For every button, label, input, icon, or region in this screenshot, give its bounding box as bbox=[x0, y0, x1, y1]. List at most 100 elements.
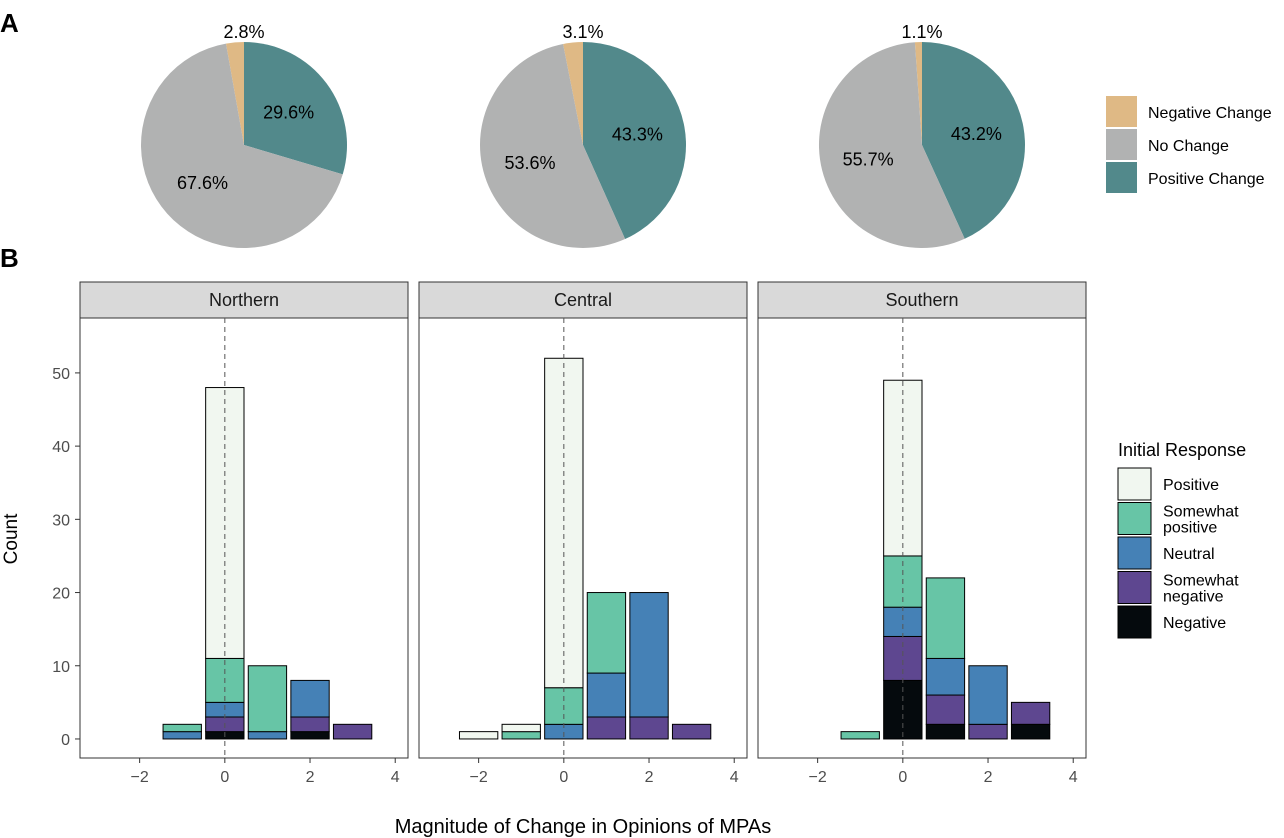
bar-stack bbox=[290, 679, 330, 740]
x-tick-label: 2 bbox=[984, 769, 993, 786]
x-tick-label: −2 bbox=[470, 769, 488, 786]
facet-strip bbox=[79, 281, 409, 319]
pie-legend-swatch bbox=[1106, 96, 1137, 127]
legend-label: Somewhat bbox=[1163, 573, 1239, 590]
pie-legend-label: Positive Change bbox=[1148, 171, 1265, 188]
pie-legend-item-no-change: No Change bbox=[1106, 129, 1229, 160]
bar-neutral bbox=[968, 665, 1008, 725]
pie-label-no-change: 67.6% bbox=[177, 173, 228, 193]
bar-stack bbox=[968, 665, 1008, 740]
y-tick-label: 50 bbox=[52, 366, 70, 383]
legend-swatch bbox=[1117, 536, 1152, 570]
facet-title: Northern bbox=[209, 290, 279, 310]
bar-somewhat-negative bbox=[586, 716, 627, 740]
bar-neutral bbox=[247, 731, 288, 740]
bar-somewhat-negative bbox=[332, 723, 373, 740]
x-tick-label: 4 bbox=[1069, 769, 1078, 786]
legend-title: Initial Response bbox=[1118, 440, 1246, 460]
y-tick-label: 40 bbox=[52, 439, 70, 456]
facet-title: Central bbox=[554, 290, 612, 310]
legend-item-neutral: Neutral bbox=[1117, 536, 1215, 570]
x-axis-title: Magnitude of Change in Opinions of MPAs bbox=[395, 816, 772, 838]
bar-stack bbox=[1010, 701, 1051, 740]
x-tick-label: −2 bbox=[809, 769, 827, 786]
y-tick-label: 10 bbox=[52, 659, 70, 676]
y-tick-label: 20 bbox=[52, 586, 70, 603]
facet-strip bbox=[418, 281, 748, 319]
bar-stack bbox=[629, 592, 669, 740]
legend-item-positive: Positive bbox=[1117, 467, 1219, 501]
bar-stack bbox=[458, 731, 499, 740]
pie-slice-negative-change bbox=[563, 42, 583, 145]
bar-somewhat-negative bbox=[925, 694, 966, 725]
pie-label-positive-change: 43.3% bbox=[612, 124, 663, 144]
pie-slice-negative-change bbox=[914, 42, 922, 145]
bar-stack bbox=[840, 731, 880, 740]
pie-legend-swatch bbox=[1106, 129, 1137, 160]
y-axis-title: Count bbox=[1, 513, 22, 564]
x-tick-label: 4 bbox=[391, 769, 400, 786]
pie-charts: 2.8% 29.6% 67.6% 3.1% 43.3% 53.6% 1.1% 43.2% 55.… bbox=[141, 22, 1025, 249]
pie-slice-no-change bbox=[480, 43, 626, 249]
bar-somewhat-positive bbox=[840, 731, 880, 740]
bar-positive bbox=[544, 357, 584, 689]
pie-slice-positive-change bbox=[244, 42, 348, 175]
x-tick-label: 0 bbox=[898, 769, 907, 786]
pie-label-no-change: 53.6% bbox=[504, 153, 555, 173]
pie-legend-label: No Change bbox=[1148, 138, 1229, 155]
pie-label-negative-change: 1.1% bbox=[901, 22, 942, 42]
bar-stack bbox=[544, 357, 584, 740]
x-tick-label: 4 bbox=[730, 769, 739, 786]
legend-label: positive bbox=[1163, 520, 1217, 537]
bar-neutral bbox=[290, 679, 330, 718]
pie-label-negative-change: 3.1% bbox=[562, 22, 603, 42]
bar-stack bbox=[586, 592, 627, 740]
legend-label: Positive bbox=[1163, 477, 1219, 494]
bar-neutral bbox=[586, 672, 627, 718]
pie-label-no-change: 55.7% bbox=[843, 150, 894, 170]
x-tick-label: 0 bbox=[559, 769, 568, 786]
bar-somewhat-positive bbox=[586, 592, 627, 674]
bar-stack bbox=[247, 665, 288, 740]
facet-central: Central −2 0 2 4 bbox=[418, 281, 748, 786]
legend-label: Negative bbox=[1163, 615, 1226, 632]
facet-strip bbox=[757, 281, 1087, 319]
pie-slice-positive-change bbox=[583, 41, 687, 240]
pie-legend: Negative Change No Change Positive Change bbox=[1106, 96, 1272, 193]
bar-stack bbox=[501, 723, 541, 740]
pie-slice-no-change bbox=[141, 43, 343, 248]
legend-swatch bbox=[1117, 605, 1152, 639]
pie-slice-no-change bbox=[818, 42, 965, 249]
pie-southern: 1.1% 43.2% 55.7% bbox=[818, 22, 1025, 249]
legend-swatch bbox=[1117, 502, 1152, 535]
bar-stack bbox=[883, 379, 923, 740]
bar-negative bbox=[925, 723, 966, 740]
bar-stack bbox=[162, 723, 202, 740]
bar-neutral bbox=[883, 606, 923, 637]
pie-slice-positive-change bbox=[922, 42, 1025, 239]
facet-southern: Southern −2 0 2 4 bbox=[757, 281, 1087, 786]
pie-legend-item-positive-change: Positive Change bbox=[1106, 162, 1265, 193]
bar-somewhat-negative bbox=[629, 716, 669, 740]
panel-label-b: B bbox=[0, 243, 19, 273]
bar-negative bbox=[1010, 723, 1051, 740]
bar-somewhat-positive bbox=[925, 577, 966, 659]
bar-negative bbox=[290, 731, 330, 740]
pie-northern: 2.8% 29.6% 67.6% bbox=[141, 22, 348, 248]
pie-label-negative-change: 2.8% bbox=[223, 22, 264, 42]
legend-label: Neutral bbox=[1163, 546, 1215, 563]
panel-label-a: A bbox=[0, 8, 19, 38]
bar-stack bbox=[925, 577, 966, 740]
x-tick-label: 2 bbox=[306, 769, 315, 786]
pie-label-positive-change: 43.2% bbox=[951, 124, 1002, 144]
bar-somewhat-negative bbox=[290, 716, 330, 733]
x-tick-label: 0 bbox=[220, 769, 229, 786]
pie-legend-item-negative-change: Negative Change bbox=[1106, 96, 1272, 127]
pie-label-positive-change: 29.6% bbox=[263, 103, 314, 123]
pie-central: 3.1% 43.3% 53.6% bbox=[480, 22, 687, 249]
bar-somewhat-positive bbox=[501, 731, 541, 740]
